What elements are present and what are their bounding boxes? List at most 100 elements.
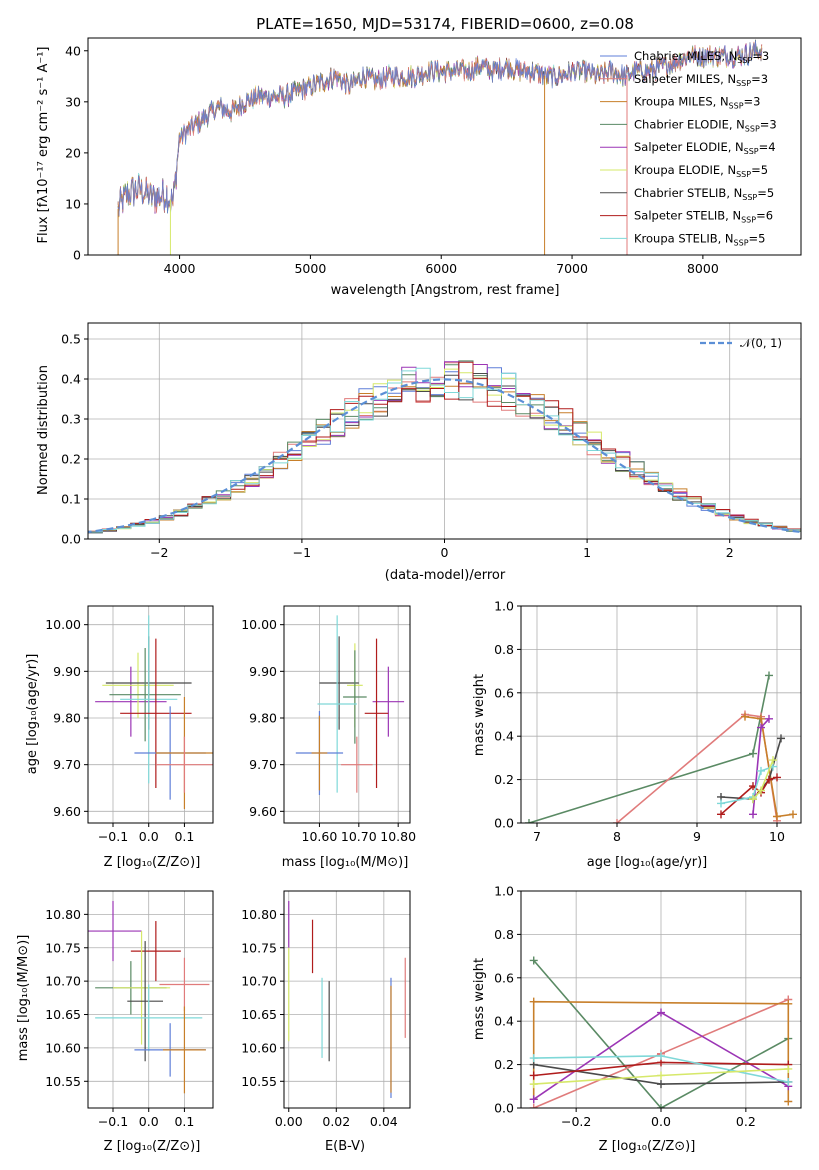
y-tick-label: 0.4 xyxy=(61,372,81,387)
x-tick-label: −0.1 xyxy=(98,1114,128,1129)
weight-line xyxy=(752,718,770,815)
x-tick-label: 0.02 xyxy=(322,1114,350,1129)
legend-label-value: =6 xyxy=(756,209,773,223)
mass-z-ylabel: mass [log₁₀(M/M⊙)] xyxy=(16,935,31,1062)
age-vs-mass-panel: 10.60 10.70 10.80 9.60 9.70 9.80 9.90 10.00 mas… xyxy=(241,605,416,870)
x-tick-label: −0.2 xyxy=(561,1114,591,1129)
age-mass-xlabel: mass [log₁₀(M/M⊙)] xyxy=(282,855,409,870)
y-tick-label: 10.70 xyxy=(45,974,81,989)
y-tick-label: 10.75 xyxy=(45,940,81,955)
mass-ebv-xlabel: E(B-V) xyxy=(325,1139,365,1154)
x-tick-label: 7 xyxy=(533,829,541,844)
y-tick-label: 10.80 xyxy=(241,907,277,922)
weight-marker xyxy=(765,775,773,784)
axes-frame xyxy=(283,605,411,824)
y-tick-label: 0.8 xyxy=(494,642,514,657)
legend-label-value: =5 xyxy=(751,163,768,177)
weight-marker xyxy=(657,1051,665,1060)
spectrum-line xyxy=(117,40,763,217)
y-tick-label: 0.5 xyxy=(61,332,81,347)
spectrum-panel: PLATE=1650, MJD=53174, FIBERID=0600, z=0… xyxy=(36,15,802,298)
weight-marker xyxy=(784,1097,793,1106)
y-tick-label: 20 xyxy=(65,145,81,160)
x-tick-label: 0.1 xyxy=(174,1114,194,1129)
y-tick-label: 0.6 xyxy=(494,685,514,700)
y-tick-label: 0.8 xyxy=(494,927,514,942)
weight-marker xyxy=(757,714,765,723)
weight-age-ylabel: mass weight xyxy=(472,674,487,756)
y-tick-label: 0.4 xyxy=(494,1014,514,1029)
legend-label-main: Salpeter STELIB, N xyxy=(634,209,741,223)
weight-marker xyxy=(657,1080,665,1089)
x-tick-label: 0.0 xyxy=(139,829,159,844)
weight-marker xyxy=(613,819,621,823)
weight-marker xyxy=(657,1008,665,1017)
age_vs_Z-marks xyxy=(95,615,213,809)
weight-marker xyxy=(765,671,773,680)
weight-age-xlabel: age [log₁₀(age/yr)] xyxy=(587,855,708,870)
x-tick-label: 0.00 xyxy=(275,1114,303,1129)
mass-z-xlabel: Z [log₁₀(Z/Z⊙)] xyxy=(104,1139,201,1154)
y-tick-label: 0.1 xyxy=(61,492,81,507)
axes-frame xyxy=(87,322,802,540)
y-tick-label: 10.55 xyxy=(45,1074,81,1089)
x-tick-label: 9 xyxy=(693,829,701,844)
legend-label-value: =3 xyxy=(760,117,777,131)
legend-label-value: =3 xyxy=(744,95,761,109)
weight-marker xyxy=(529,956,538,965)
weight-marker xyxy=(529,1095,538,1104)
weight-marker xyxy=(784,1077,793,1086)
legend-label-value: =3 xyxy=(751,72,768,86)
legend-label: Kroupa MILES, NSSP=3 xyxy=(634,95,760,111)
weight-marker xyxy=(749,810,757,819)
y-tick-label: 10.00 xyxy=(241,617,277,632)
y-tick-label: 10.75 xyxy=(241,940,277,955)
y-tick-label: 9.70 xyxy=(249,757,277,772)
legend-label: Kroupa STELIB, NSSP=5 xyxy=(634,231,765,247)
legend-label-sub: SSP xyxy=(736,170,751,179)
y-tick-label: 30 xyxy=(65,94,81,109)
y-tick-label: 0.6 xyxy=(494,970,514,985)
x-tick-label: 0.0 xyxy=(139,1114,159,1129)
weight-marker xyxy=(773,773,781,782)
weight-marker xyxy=(757,766,765,775)
weight-marker xyxy=(717,799,725,808)
y-tick-label: 10.60 xyxy=(241,1040,277,1055)
y-tick-label: 1.0 xyxy=(494,599,514,614)
axes-frame xyxy=(87,37,802,256)
y-tick-label: 0.4 xyxy=(494,729,514,744)
age-z-ylabel: age [log₁₀(age/yr)] xyxy=(25,654,40,775)
weight-marker xyxy=(777,734,785,743)
legend-label-main: Kroupa ELODIE, N xyxy=(634,163,736,177)
y-tick-label: 0.2 xyxy=(494,1057,514,1072)
y-tick-label: 0.0 xyxy=(494,816,514,831)
x-tick-label: 10.60 xyxy=(302,829,338,844)
age_vs_mass-marks xyxy=(295,615,405,795)
legend-label-main: Chabrier MILES, N xyxy=(634,49,737,63)
legend-label-sub: SSP xyxy=(734,238,749,247)
weight-marker xyxy=(784,999,793,1008)
legend-label: Salpeter MILES, NSSP=3 xyxy=(634,72,768,88)
x-tick-label: 5000 xyxy=(294,261,326,276)
legend-label-sub: SSP xyxy=(742,193,757,202)
legend-label: Chabrier MILES, NSSP=3 xyxy=(634,49,769,65)
weight-marker xyxy=(529,997,538,1006)
axes-frame xyxy=(87,890,214,1109)
y-tick-label: 10.55 xyxy=(241,1074,277,1089)
age_vs_mass-grid xyxy=(284,606,410,823)
weight-marker xyxy=(757,723,765,732)
gaussian-legend-label: 𝒩(0, 1) xyxy=(740,336,782,350)
y-tick-label: 9.90 xyxy=(53,664,81,679)
legend-label: Chabrier STELIB, NSSP=5 xyxy=(634,186,774,202)
y-tick-label: 1.0 xyxy=(494,884,514,899)
weight_vs_Z-marks xyxy=(529,956,793,1108)
gaussian-curve xyxy=(88,378,801,534)
weight-marker xyxy=(657,1104,665,1108)
weight-marker xyxy=(657,1071,665,1080)
weight_vs_age-marks xyxy=(525,671,797,823)
legend-label-value: =3 xyxy=(752,49,769,63)
y-tick-label: 9.90 xyxy=(249,664,277,679)
legend-label-sub: SSP xyxy=(737,56,752,65)
weight-marker xyxy=(749,749,757,758)
weight-marker xyxy=(769,756,777,765)
